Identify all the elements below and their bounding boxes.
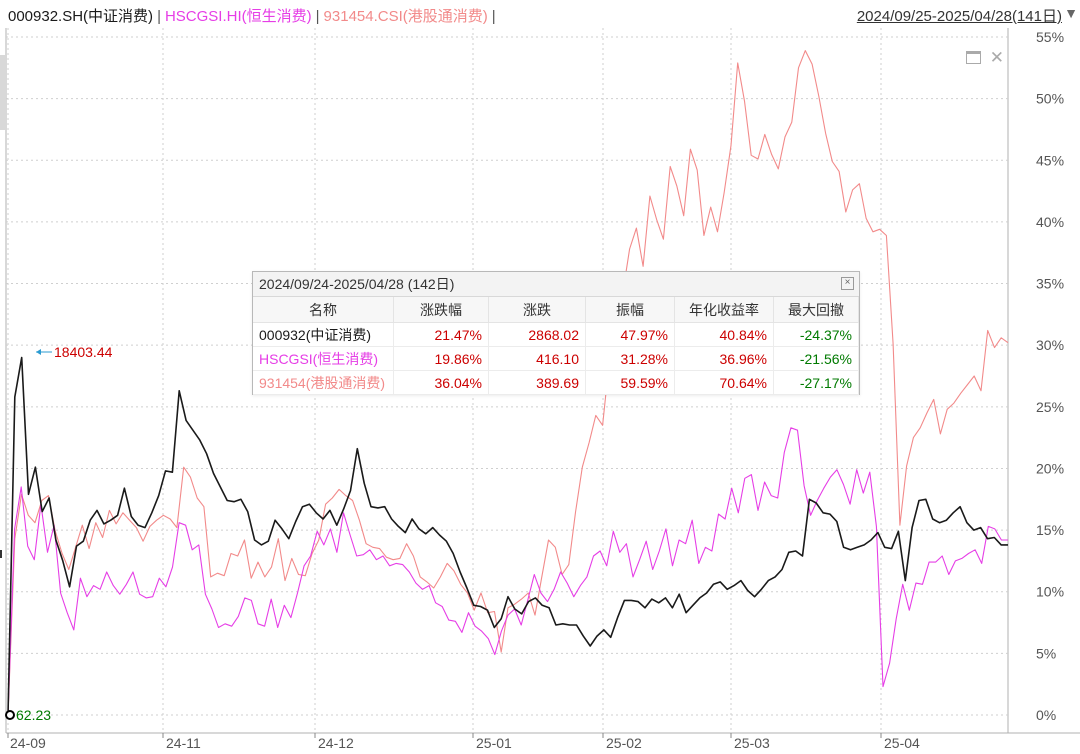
series-line-931454 [7, 50, 1009, 716]
col-header-amplitude: 振幅 [585, 297, 675, 323]
min-marker-dot[interactable] [5, 710, 15, 720]
col-header-change: 涨跌 [488, 297, 586, 323]
table-row[interactable]: 931454(港股通消费) 36.04% 389.69 59.59% 70.64… [253, 370, 859, 395]
row-change: 416.10 [488, 346, 586, 371]
legend-separator: | [157, 8, 161, 25]
y-tick-label: 15% [1036, 522, 1064, 538]
y-tick-label: 50% [1036, 91, 1064, 107]
interval-stats-panel: 2024/09/24-2025/04/28 (142日) × 名称 涨跌幅 涨跌… [252, 271, 860, 395]
table-row[interactable]: 000932(中证消费) 21.47% 2868.02 47.97% 40.84… [253, 322, 859, 347]
legend-item-931454[interactable]: 931454.CSI(港股通消费) [323, 8, 488, 25]
y-tick-label: 45% [1036, 152, 1064, 168]
row-change: 2868.02 [488, 322, 586, 347]
stats-panel-title: 2024/09/24-2025/04/28 (142日) × [253, 272, 859, 297]
max-marker-arrow [36, 349, 41, 355]
row-annual-return: 40.84% [674, 322, 774, 347]
chart-legend-header: 000932.SH(中证消费) | HSCGSI.HI(恒生消费) | 931454.C… [8, 5, 500, 26]
stats-panel-title-text: 2024/09/24-2025/04/28 (142日) [259, 276, 455, 292]
row-change-pct: 36.04% [393, 370, 489, 395]
row-amplitude: 47.97% [585, 322, 675, 347]
x-tick-label: 25-01 [476, 735, 512, 751]
date-range-selector[interactable]: 2024/09/25-2025/04/28(141日) [856, 8, 1062, 25]
y-tick-label: 25% [1036, 399, 1064, 415]
min-value-label: 62.23 [16, 707, 51, 723]
y-tick-label: 35% [1036, 276, 1064, 292]
legend-item-000932[interactable]: 000932.SH(中证消费) [8, 8, 154, 25]
stats-header-row: 名称 涨跌幅 涨跌 振幅 年化收益率 最大回撤 [253, 297, 859, 323]
series-line-hscgsi [7, 427, 1008, 716]
x-tick-label: 25-04 [884, 735, 920, 751]
x-tick-label: 25-03 [734, 735, 770, 751]
legend-separator: | [491, 8, 496, 25]
row-name: 000932(中证消费) [253, 322, 394, 347]
row-max-drawdown: -24.37% [773, 322, 859, 347]
y-tick-label: 20% [1036, 460, 1064, 476]
legend-item-hscgsi[interactable]: HSCGSI.HI(恒生消费) [164, 8, 312, 25]
close-icon[interactable]: ✕ [989, 47, 1004, 67]
row-annual-return: 36.96% [674, 346, 774, 371]
x-tick-label: 24-12 [318, 735, 354, 751]
row-amplitude: 31.28% [585, 346, 675, 371]
stats-table: 名称 涨跌幅 涨跌 振幅 年化收益率 最大回撤 000932(中证消费) 21.… [253, 297, 859, 395]
x-axis-tick-labels: 24-09 24-11 24-12 25-01 25-02 25-03 25-04 [7, 733, 920, 751]
series-line-000932 [7, 356, 1008, 716]
y-tick-label: 40% [1036, 214, 1064, 230]
col-header-max-drawdown: 最大回撤 [773, 297, 859, 323]
chart-window-controls: ✕ [966, 48, 1006, 66]
y-tick-label: 55% [1036, 29, 1064, 45]
table-row[interactable]: HSCGSI(恒生消费) 19.86% 416.10 31.28% 36.96%… [253, 346, 859, 371]
series-lines [7, 50, 1009, 716]
y-tick-label: 30% [1036, 337, 1064, 353]
chevron-down-icon[interactable]: ▼ [1064, 5, 1078, 21]
left-edge-tick [0, 550, 2, 558]
max-marker: 18403.44 [36, 344, 113, 360]
row-change-pct: 21.47% [393, 322, 489, 347]
y-tick-label: 5% [1036, 645, 1056, 661]
x-tick-label: 24-11 [166, 735, 201, 751]
x-tick-label: 24-09 [10, 735, 46, 751]
col-header-change-pct: 涨跌幅 [393, 297, 489, 323]
col-header-name: 名称 [253, 297, 394, 323]
row-max-drawdown: -21.56% [773, 346, 859, 371]
restore-icon[interactable] [966, 51, 981, 65]
close-icon[interactable]: × [841, 277, 854, 290]
row-annual-return: 70.64% [674, 370, 774, 395]
row-change: 389.69 [488, 370, 586, 395]
row-name: HSCGSI(恒生消费) [253, 346, 394, 371]
min-marker: 62.23 [5, 707, 51, 723]
legend-separator: | [315, 8, 320, 25]
row-change-pct: 19.86% [393, 346, 489, 371]
x-tick-label: 25-02 [606, 735, 642, 751]
left-scroll-handle[interactable] [0, 55, 5, 130]
y-tick-label: 10% [1036, 584, 1064, 600]
row-name: 931454(港股通消费) [253, 370, 394, 395]
row-amplitude: 59.59% [585, 370, 675, 395]
y-tick-label: 0% [1036, 707, 1056, 723]
row-max-drawdown: -27.17% [773, 370, 859, 395]
y-axis-tick-labels: 0% 5% 10% 15% 20% 25% 30% 35% 40% 45% 50% 55% [1036, 29, 1064, 723]
col-header-annual-return: 年化收益率 [674, 297, 774, 323]
max-value-label: 18403.44 [54, 344, 113, 360]
